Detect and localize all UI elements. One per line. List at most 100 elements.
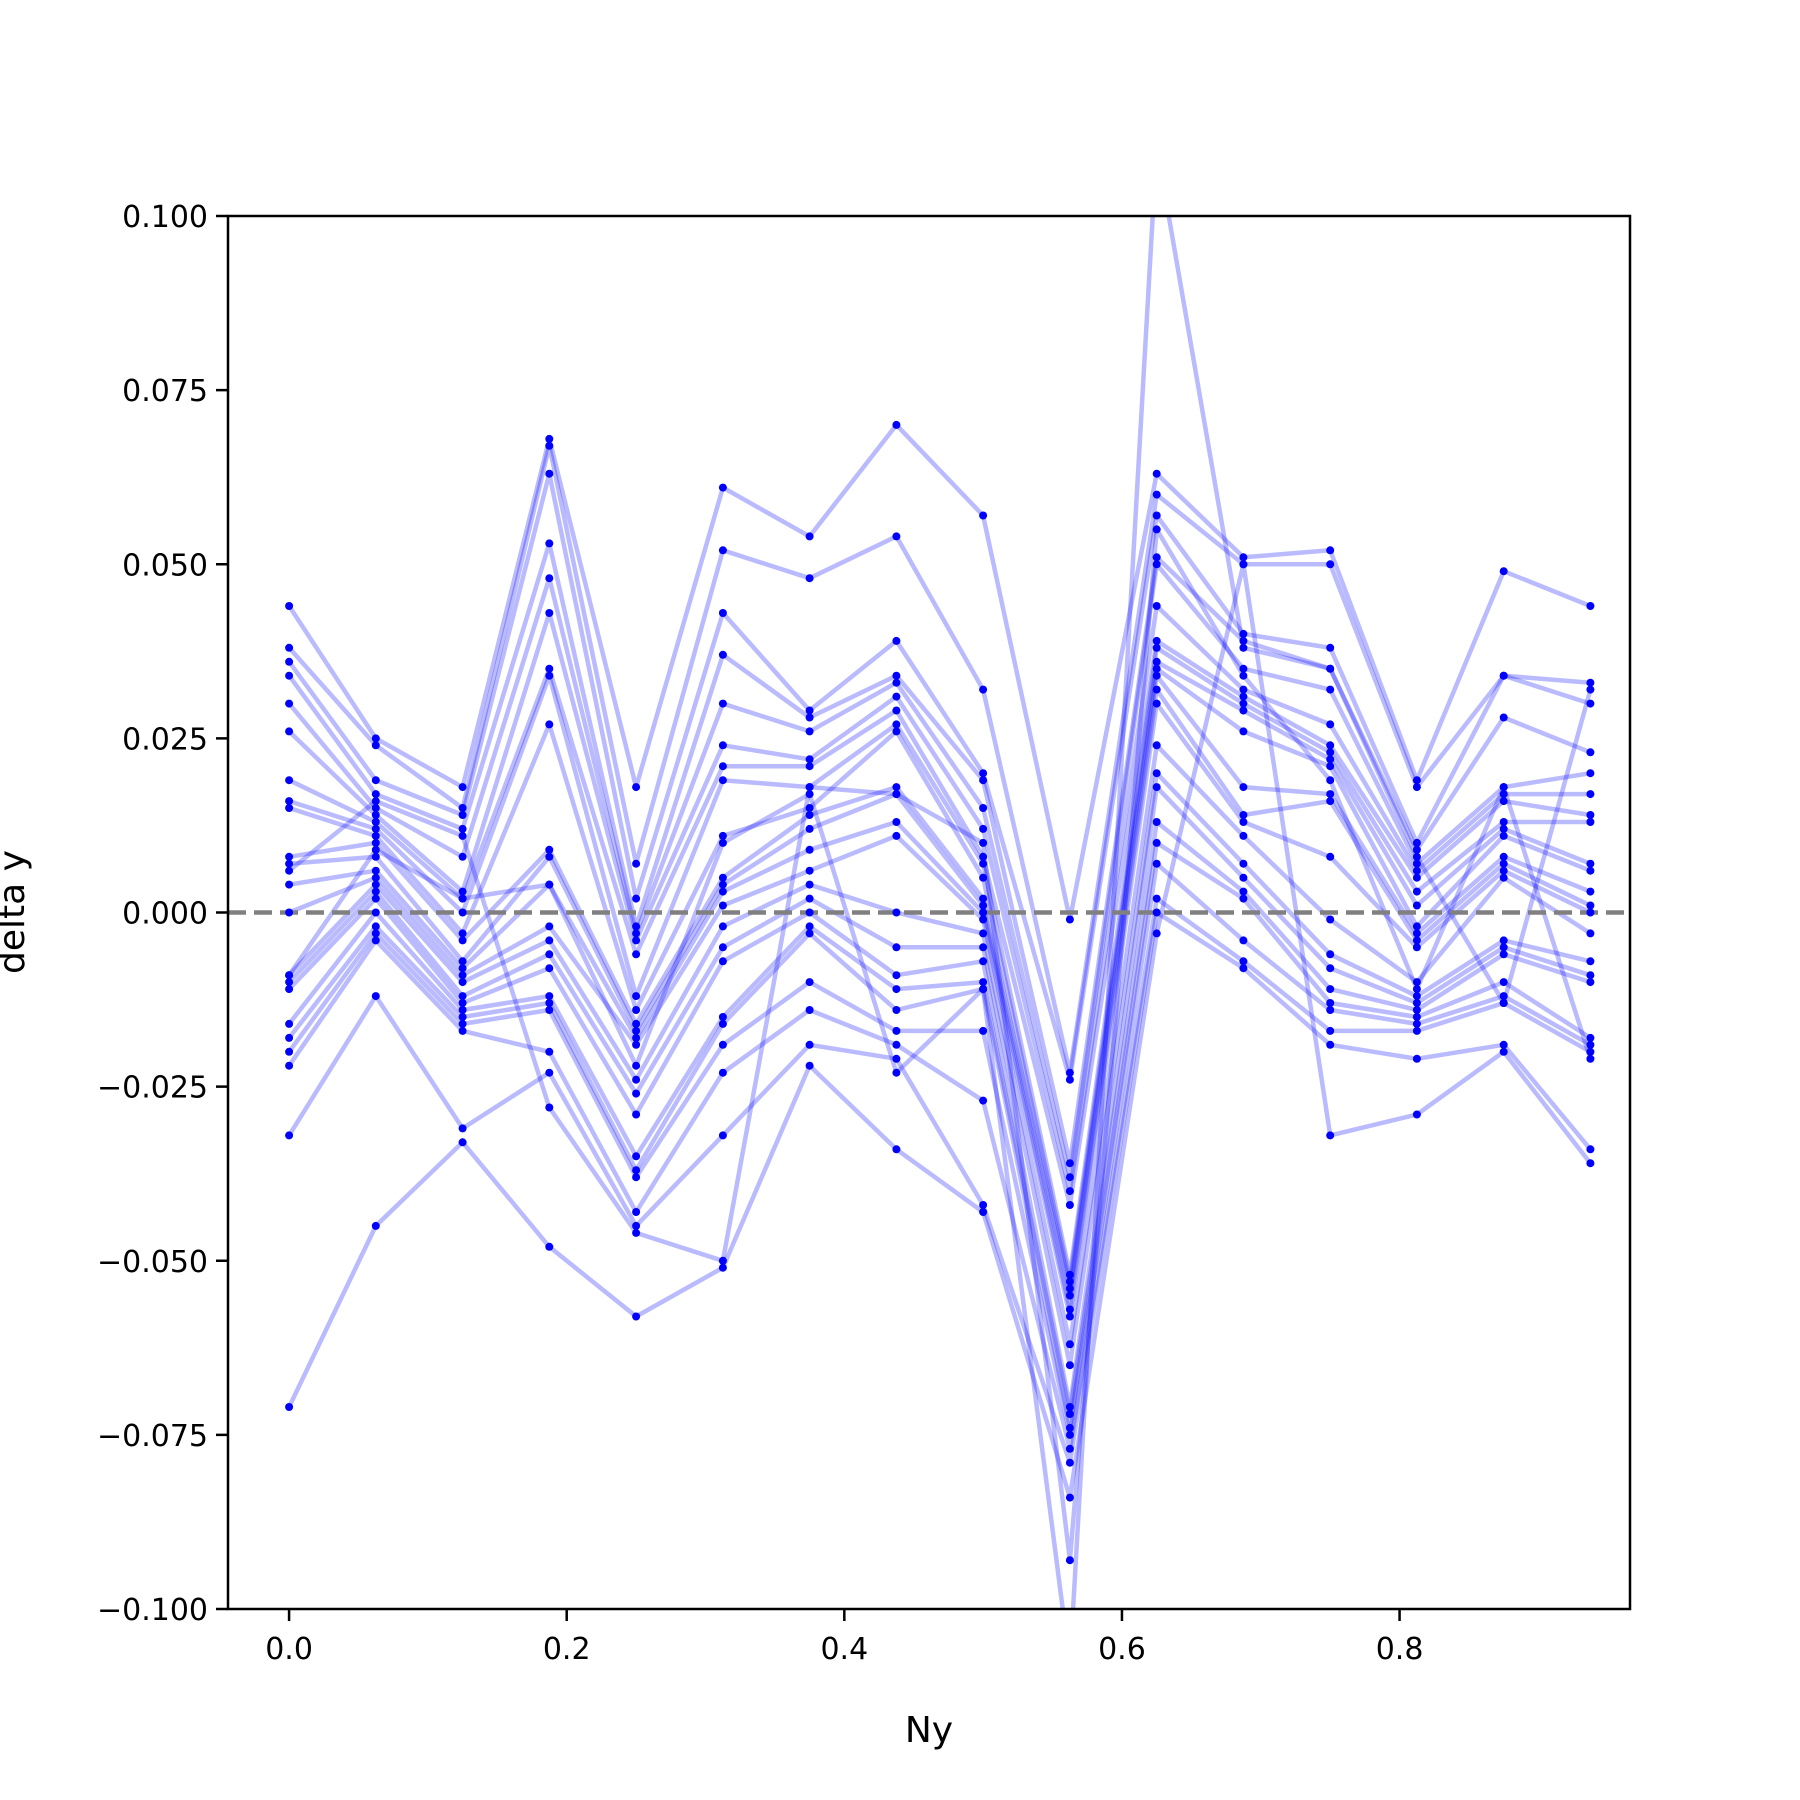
- series-line-17: [287, 819, 1592, 1417]
- data-point: [545, 950, 554, 959]
- data-point: [1065, 1556, 1074, 1565]
- data-point: [545, 539, 554, 548]
- data-point: [892, 727, 901, 736]
- data-point: [285, 971, 294, 980]
- series-line-19: [287, 861, 1592, 1438]
- data-point: [371, 1221, 380, 1230]
- data-point: [1326, 741, 1335, 750]
- data-point: [458, 804, 467, 812]
- data-point: [718, 901, 727, 910]
- data-point: [1586, 908, 1595, 917]
- data-point: [805, 790, 814, 799]
- data-point: [805, 894, 814, 903]
- data-point: [1586, 811, 1595, 819]
- data-point: [718, 609, 727, 617]
- data-point: [458, 831, 467, 840]
- data-point: [371, 845, 380, 854]
- data-point: [1499, 567, 1508, 576]
- series-line-10: [288, 666, 1592, 1291]
- data-point: [892, 1040, 901, 1049]
- data-point: [458, 908, 467, 917]
- data-point: [545, 922, 554, 931]
- data-point: [979, 943, 988, 952]
- data-point: [1586, 1047, 1595, 1056]
- data-point: [1499, 824, 1508, 833]
- data-point: [632, 936, 641, 945]
- data-point: [1586, 1054, 1595, 1063]
- data-point: [1153, 142, 1161, 150]
- data-point: [1239, 936, 1248, 945]
- data-point: [1586, 699, 1595, 708]
- data-point: [805, 1061, 814, 1070]
- data-point: [632, 1040, 641, 1049]
- data-point: [458, 852, 467, 861]
- series-line-22: [287, 562, 1593, 1500]
- data-point: [285, 699, 294, 708]
- data-point: [805, 811, 814, 819]
- y-tick-label: 0.075: [122, 374, 208, 409]
- data-point: [1239, 859, 1248, 868]
- data-point: [632, 1110, 641, 1119]
- data-point: [1326, 643, 1335, 652]
- data-point: [632, 1312, 641, 1321]
- data-point: [1152, 699, 1161, 708]
- data-point: [1065, 1493, 1074, 1502]
- data-point: [1239, 553, 1248, 562]
- data-point: [1326, 560, 1335, 569]
- data-point: [805, 866, 814, 875]
- data-point: [458, 1019, 467, 1028]
- data-point: [1065, 1291, 1074, 1300]
- data-point: [1412, 1026, 1421, 1035]
- data-point: [1239, 671, 1248, 680]
- series-line-3: [287, 471, 1592, 1082]
- data-point: [1239, 957, 1248, 966]
- y-axis-label: delta y: [0, 850, 33, 974]
- data-point: [545, 609, 554, 617]
- data-point: [1152, 929, 1161, 938]
- data-point: [979, 769, 988, 778]
- data-point: [371, 811, 380, 819]
- data-point: [805, 783, 814, 792]
- data-point: [805, 908, 814, 917]
- x-tick-label: 0.6: [1098, 1632, 1146, 1667]
- data-point: [285, 804, 294, 812]
- data-point: [285, 1131, 294, 1140]
- data-point: [1065, 1173, 1074, 1182]
- data-point: [1499, 713, 1508, 722]
- data-point: [892, 1006, 901, 1014]
- data-point: [545, 1242, 554, 1251]
- data-point: [1586, 678, 1595, 687]
- data-point: [1586, 957, 1595, 966]
- data-point: [1499, 992, 1508, 1001]
- data-point: [1239, 685, 1248, 694]
- data-point: [892, 420, 901, 429]
- x-tick-label: 0.0: [265, 1632, 313, 1667]
- data-point: [285, 908, 294, 917]
- data-point: [285, 657, 294, 666]
- y-tick-label: 0.050: [122, 548, 208, 583]
- data-point: [545, 852, 554, 861]
- series-line-8: [288, 645, 1591, 1277]
- data-point: [1065, 915, 1074, 924]
- series-line-18: [287, 840, 1592, 1431]
- data-point: [545, 1103, 554, 1112]
- data-point: [979, 929, 988, 938]
- data-point: [718, 887, 727, 896]
- series-line-2: [287, 443, 1591, 1075]
- data-point: [718, 776, 727, 785]
- data-point: [1065, 1423, 1074, 1432]
- data-point: [1326, 790, 1335, 799]
- data-point: [718, 873, 727, 882]
- series-line-20: [287, 896, 1592, 1452]
- data-point: [458, 929, 467, 938]
- data-point: [371, 873, 380, 882]
- data-point: [1065, 1361, 1074, 1370]
- data-point: [805, 755, 814, 764]
- series-line-9: [288, 659, 1592, 1284]
- data-point: [979, 908, 988, 917]
- data-point: [545, 574, 554, 583]
- data-point: [1152, 671, 1161, 680]
- data-point: [805, 574, 814, 583]
- data-point: [805, 922, 814, 931]
- data-point: [1499, 790, 1508, 799]
